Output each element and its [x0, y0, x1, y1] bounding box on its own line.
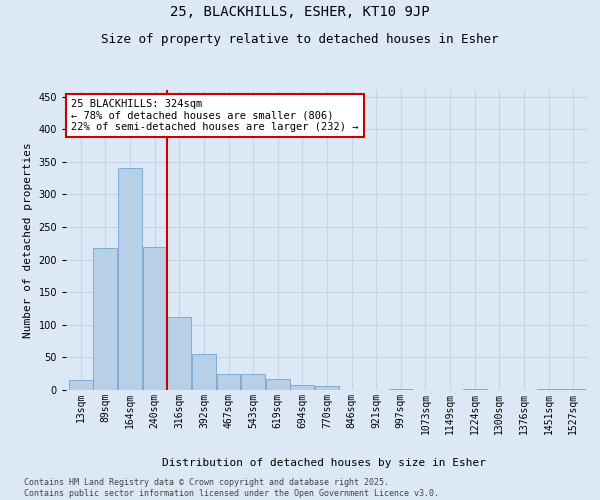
Text: Contains HM Land Registry data © Crown copyright and database right 2025.
Contai: Contains HM Land Registry data © Crown c…	[24, 478, 439, 498]
Bar	[192, 354, 216, 390]
Bar	[315, 386, 339, 390]
Bar	[290, 385, 314, 390]
Bar	[561, 388, 585, 390]
Bar	[463, 388, 487, 390]
Bar	[143, 246, 167, 390]
Text: 25 BLACKHILLS: 324sqm
← 78% of detached houses are smaller (806)
22% of semi-det: 25 BLACKHILLS: 324sqm ← 78% of detached …	[71, 99, 359, 132]
Bar	[69, 380, 93, 390]
Text: Distribution of detached houses by size in Esher: Distribution of detached houses by size …	[162, 458, 486, 468]
Bar	[167, 317, 191, 390]
Bar	[217, 374, 241, 390]
Bar	[266, 379, 290, 390]
Text: Size of property relative to detached houses in Esher: Size of property relative to detached ho…	[101, 32, 499, 46]
Text: 25, BLACKHILLS, ESHER, KT10 9JP: 25, BLACKHILLS, ESHER, KT10 9JP	[170, 5, 430, 19]
Bar	[118, 168, 142, 390]
Y-axis label: Number of detached properties: Number of detached properties	[23, 142, 33, 338]
Bar	[94, 248, 118, 390]
Bar	[241, 374, 265, 390]
